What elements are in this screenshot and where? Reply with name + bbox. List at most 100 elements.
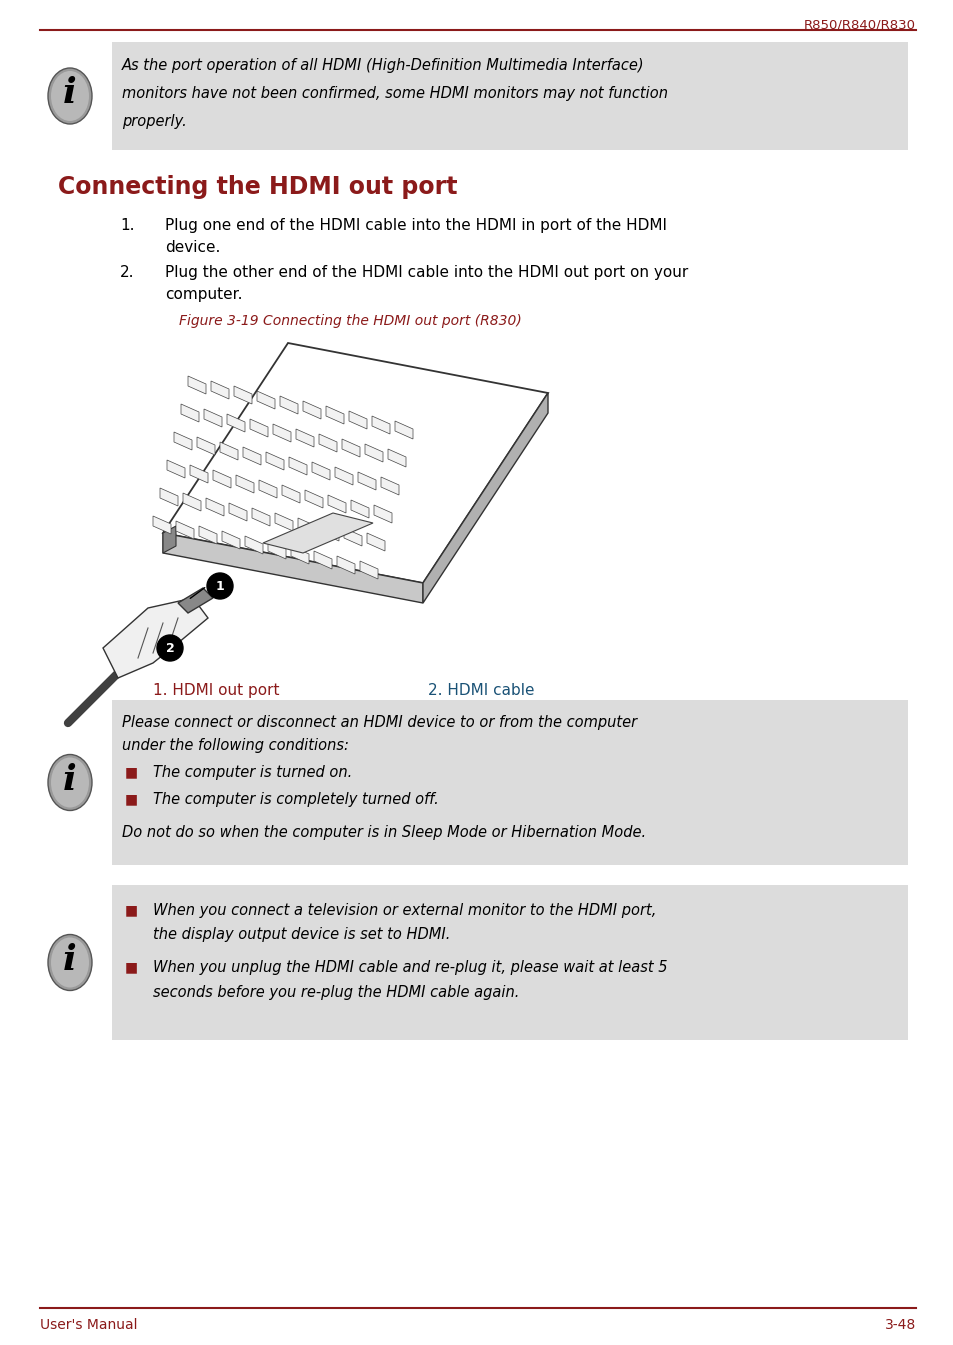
Polygon shape [372, 416, 390, 434]
Polygon shape [252, 508, 270, 526]
Text: monitors have not been confirmed, some HDMI monitors may not function: monitors have not been confirmed, some H… [122, 86, 667, 101]
Polygon shape [190, 465, 208, 483]
Text: ■: ■ [125, 902, 138, 917]
Text: 3-48: 3-48 [883, 1318, 915, 1332]
Polygon shape [211, 381, 229, 399]
Polygon shape [196, 437, 214, 455]
Ellipse shape [51, 71, 89, 121]
Polygon shape [167, 460, 185, 477]
Polygon shape [181, 404, 199, 422]
Polygon shape [258, 480, 276, 498]
Polygon shape [359, 561, 377, 578]
Polygon shape [175, 521, 193, 539]
Text: device.: device. [165, 239, 220, 256]
Polygon shape [213, 469, 231, 488]
Polygon shape [312, 461, 330, 480]
Text: R850/R840/R830: R850/R840/R830 [803, 17, 915, 31]
Polygon shape [173, 432, 192, 451]
Text: 2. HDMI cable: 2. HDMI cable [428, 683, 534, 698]
Polygon shape [263, 512, 373, 553]
Polygon shape [160, 488, 178, 506]
Text: The computer is completely turned off.: The computer is completely turned off. [152, 792, 438, 807]
Text: seconds before you re-plug the HDMI cable again.: seconds before you re-plug the HDMI cabl… [152, 985, 518, 999]
Polygon shape [204, 409, 222, 426]
Text: 2: 2 [166, 642, 174, 655]
Text: Please connect or disconnect an HDMI device to or from the computer: Please connect or disconnect an HDMI dev… [122, 716, 637, 730]
Polygon shape [380, 477, 398, 495]
Text: Figure 3-19 Connecting the HDMI out port (R830): Figure 3-19 Connecting the HDMI out port… [178, 313, 521, 328]
Polygon shape [206, 498, 224, 516]
Circle shape [157, 635, 183, 660]
Polygon shape [268, 541, 286, 560]
Polygon shape [235, 475, 253, 494]
Polygon shape [163, 533, 422, 603]
Polygon shape [266, 452, 284, 469]
Text: As the port operation of all HDMI (High-Definition Multimedia Interface): As the port operation of all HDMI (High-… [122, 58, 644, 73]
Polygon shape [297, 518, 315, 537]
Text: properly.: properly. [122, 114, 187, 129]
Polygon shape [233, 386, 252, 404]
Polygon shape [250, 420, 268, 437]
Text: ■: ■ [125, 792, 138, 806]
Polygon shape [395, 421, 413, 438]
Polygon shape [256, 391, 274, 409]
Polygon shape [152, 516, 171, 534]
Polygon shape [335, 467, 353, 486]
Text: i: i [63, 77, 77, 110]
Polygon shape [349, 412, 367, 429]
FancyBboxPatch shape [112, 885, 907, 1040]
Polygon shape [178, 588, 213, 613]
Text: User's Manual: User's Manual [40, 1318, 137, 1332]
Polygon shape [188, 377, 206, 394]
Polygon shape [305, 490, 323, 508]
Polygon shape [103, 599, 208, 678]
Text: i: i [63, 763, 77, 796]
Text: Connecting the HDMI out port: Connecting the HDMI out port [58, 175, 457, 199]
Polygon shape [282, 486, 299, 503]
Polygon shape [183, 494, 201, 511]
Text: computer.: computer. [165, 286, 242, 303]
Polygon shape [365, 444, 382, 461]
Polygon shape [422, 393, 547, 603]
Polygon shape [274, 512, 293, 531]
FancyBboxPatch shape [112, 699, 907, 865]
Polygon shape [344, 529, 361, 546]
Ellipse shape [51, 757, 89, 807]
Polygon shape [388, 449, 406, 467]
Text: 2.: 2. [120, 265, 134, 280]
Text: ■: ■ [125, 765, 138, 779]
Text: ■: ■ [125, 960, 138, 974]
Polygon shape [227, 414, 245, 432]
Polygon shape [289, 457, 307, 475]
Polygon shape [328, 495, 346, 512]
Text: Do not do so when the computer is in Sleep Mode or Hibernation Mode.: Do not do so when the computer is in Sle… [122, 824, 645, 841]
Ellipse shape [48, 935, 91, 990]
Polygon shape [280, 395, 297, 414]
Ellipse shape [48, 69, 91, 124]
Polygon shape [314, 551, 332, 569]
Polygon shape [351, 500, 369, 518]
Text: under the following conditions:: under the following conditions: [122, 738, 349, 753]
Polygon shape [163, 343, 547, 582]
Polygon shape [318, 434, 336, 452]
Polygon shape [245, 537, 263, 554]
Ellipse shape [51, 937, 89, 987]
Polygon shape [220, 443, 237, 460]
Text: Plug one end of the HDMI cable into the HDMI in port of the HDMI: Plug one end of the HDMI cable into the … [165, 218, 666, 233]
Text: When you connect a television or external monitor to the HDMI port,: When you connect a television or externa… [152, 902, 656, 919]
Text: 1.: 1. [120, 218, 134, 233]
Polygon shape [273, 424, 291, 443]
Text: 1: 1 [215, 580, 224, 593]
Text: the display output device is set to HDMI.: the display output device is set to HDMI… [152, 927, 450, 941]
Polygon shape [199, 526, 216, 543]
Polygon shape [326, 406, 344, 424]
Polygon shape [341, 438, 359, 457]
FancyBboxPatch shape [112, 42, 907, 151]
Text: 1. HDMI out port: 1. HDMI out port [152, 683, 279, 698]
Polygon shape [367, 533, 385, 551]
Ellipse shape [48, 755, 91, 811]
Polygon shape [243, 447, 261, 465]
Polygon shape [303, 401, 320, 420]
Text: i: i [63, 943, 77, 976]
Polygon shape [291, 546, 309, 564]
